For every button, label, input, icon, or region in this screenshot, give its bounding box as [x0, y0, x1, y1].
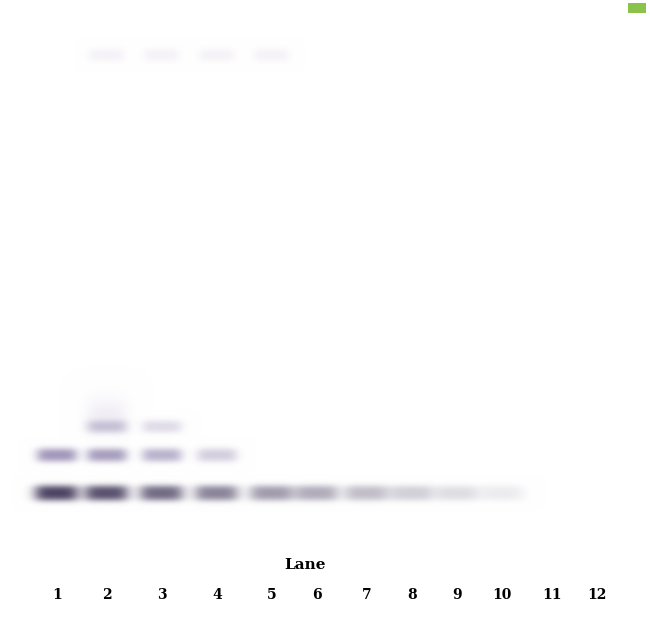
Text: 6: 6	[312, 588, 322, 602]
Text: Lane: Lane	[284, 558, 326, 572]
Text: 9: 9	[452, 588, 462, 602]
Text: 11: 11	[542, 588, 562, 602]
Text: 12: 12	[588, 588, 606, 602]
Text: 7: 7	[362, 588, 372, 602]
Text: 2: 2	[102, 588, 112, 602]
Text: 10: 10	[492, 588, 512, 602]
Text: 3: 3	[157, 588, 167, 602]
Text: 8: 8	[407, 588, 417, 602]
Text: 4: 4	[212, 588, 222, 602]
Text: 1: 1	[52, 588, 62, 602]
Text: 5: 5	[267, 588, 277, 602]
